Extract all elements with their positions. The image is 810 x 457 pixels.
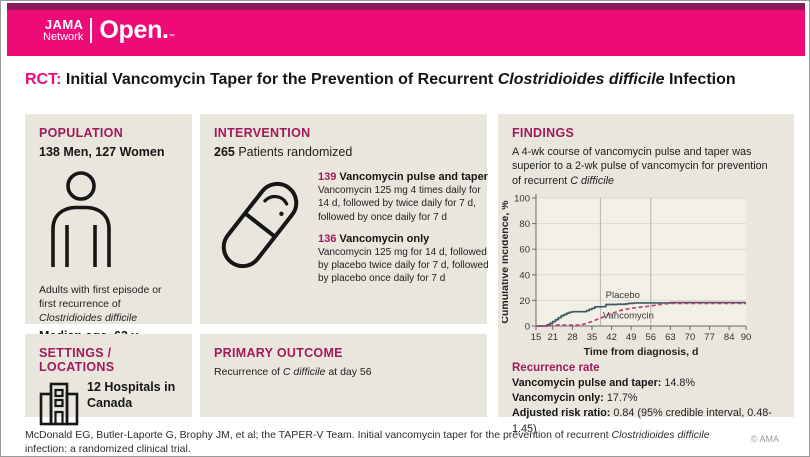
- recurrence-row-3-value: 0.84 (95% credible interval, 0.48-1.45): [512, 407, 772, 435]
- svg-text:Cumulative incidence, %: Cumulative incidence, %: [502, 200, 511, 324]
- settings-heading: SETTINGS / LOCATIONS: [39, 346, 115, 374]
- arm-1-header: 139 Vancomycin pulse and taper: [318, 171, 490, 183]
- svg-text:77: 77: [704, 332, 715, 343]
- population-stat: 138 Men, 127 Women: [39, 145, 165, 159]
- findings-heading: FINDINGS: [512, 126, 575, 140]
- findings-summary: A 4-wk course of vancomycin pulse and ta…: [512, 145, 774, 188]
- hospital-icon: [39, 380, 87, 431]
- svg-text:84: 84: [724, 332, 735, 343]
- arm-1-name: Vancomycin pulse and taper: [336, 171, 488, 183]
- recurrence-rate-block: Recurrence rate Vancomycin pulse and tap…: [512, 362, 780, 437]
- svg-text:28: 28: [567, 332, 578, 343]
- logo-trademark: ™: [168, 34, 175, 40]
- settings-text: 12 Hospitals in Canada: [87, 380, 176, 410]
- title-suffix: Infection: [664, 71, 736, 88]
- cumulative-incidence-chart: 0 20 40 60 80 100 15 21 28 35 42 49 56 63 70 77 84 90 Time…: [502, 193, 752, 358]
- svg-text:0: 0: [525, 321, 530, 332]
- arm-1-description: Vancomycin 125 mg 4 times daily for 14 d…: [318, 185, 481, 223]
- primary-outcome-heading: PRIMARY OUTCOME: [214, 346, 343, 360]
- arm-1-n: 139: [318, 171, 337, 183]
- recurrence-row-2: Vancomycin only: 17.7%: [512, 391, 780, 406]
- randomized-count-line: 265 Patients randomized: [214, 145, 473, 159]
- intervention-panel: INTERVENTION 265 Patients randomized: [200, 114, 489, 324]
- masthead-bar: JAMA Network Open.™: [7, 10, 805, 56]
- arm-pulse-taper: 139 Vancomycin pulse and taper Vancomyci…: [318, 171, 490, 224]
- title-rct-prefix: RCT:: [25, 71, 66, 88]
- svg-text:21: 21: [548, 332, 559, 343]
- page-title: RCT: Initial Vancomycin Taper for the Pr…: [25, 71, 736, 89]
- recurrence-row-1-label: Vancomycin pulse and taper:: [512, 376, 665, 389]
- arms-column: 139 Vancomycin pulse and taper Vancomyci…: [318, 171, 490, 295]
- population-note-text: Adults with first episode or first recur…: [39, 284, 162, 310]
- recurrence-row-1: Vancomycin pulse and taper: 14.8%: [512, 376, 780, 391]
- title-species-italic: Clostridioides difficile: [497, 71, 665, 88]
- population-panel: POPULATION 138 Men, 127 Women Adults wit…: [25, 114, 192, 343]
- citation: McDonald EG, Butler-Laporte G, Brophy JM…: [25, 428, 725, 456]
- primary-outcome-suffix: at day 56: [325, 366, 372, 378]
- intervention-heading: INTERVENTION: [214, 126, 311, 140]
- person-icon: [49, 171, 178, 274]
- population-note-italic: Clostridioides difficile: [39, 311, 138, 324]
- randomized-count-suffix: Patients randomized: [234, 145, 353, 159]
- masthead-top-strip: [7, 3, 805, 10]
- population-heading: POPULATION: [39, 126, 124, 140]
- citation-authors: McDonald EG, Butler-Laporte G, Brophy JM…: [25, 429, 612, 441]
- recurrence-row-3-label: Adjusted risk ratio:: [512, 407, 614, 420]
- svg-text:100: 100: [514, 193, 530, 204]
- recurrence-row-1-value: 14.8%: [664, 376, 696, 389]
- recurrence-row-2-label: Vancomycin only:: [512, 392, 607, 405]
- svg-text:49: 49: [626, 332, 637, 343]
- arm-2-header: 136 Vancomycin only: [318, 233, 490, 245]
- primary-outcome-italic: C difficile: [282, 366, 326, 378]
- intervention-row: 139 Vancomycin pulse and taper Vancomyci…: [214, 171, 489, 295]
- recurrence-heading: Recurrence rate: [512, 361, 600, 374]
- recurrence-row-2-value: 17.7%: [606, 392, 638, 405]
- recurrence-row-3: Adjusted risk ratio: 0.84 (95% credible …: [512, 406, 780, 437]
- findings-panel: FINDINGS A 4-wk course of vancomycin pul…: [498, 114, 794, 435]
- logo-open: Open.™: [92, 18, 174, 43]
- logo-jama: JAMA: [44, 17, 84, 33]
- pill-icon: [214, 171, 318, 295]
- svg-text:35: 35: [587, 332, 598, 343]
- arm-2-description: Vancomycin 125 mg for 14 d, followed by …: [318, 246, 489, 285]
- jama-network-open-logo: JAMA Network Open.™: [43, 18, 175, 43]
- svg-text:42: 42: [606, 332, 617, 343]
- findings-summary-text: A 4-wk course of vancomycin pulse and ta…: [512, 146, 768, 187]
- masthead: JAMA Network Open.™: [7, 3, 805, 56]
- findings-summary-italic: C difficile: [570, 174, 615, 187]
- title-main: Initial Vancomycin Taper for the Prevent…: [65, 71, 498, 88]
- settings-row: 12 Hospitals in Canada: [39, 380, 178, 431]
- logo-network: Network: [43, 30, 84, 43]
- citation-line-1: McDonald EG, Butler-Laporte G, Brophy JM…: [25, 428, 725, 456]
- randomized-count: 265: [214, 145, 235, 159]
- svg-text:Placebo: Placebo: [606, 290, 640, 301]
- svg-text:63: 63: [665, 332, 676, 343]
- logo-text-stack: JAMA Network: [43, 18, 90, 42]
- population-note: Adults with first episode or first recur…: [39, 284, 181, 326]
- primary-outcome-panel: PRIMARY OUTCOME Recurrence of C difficil…: [200, 334, 487, 417]
- logo-open-text: Open.: [99, 16, 169, 44]
- citation-line-1-suffix: infection: a randomized clinical trial.: [25, 443, 191, 456]
- svg-text:56: 56: [646, 332, 657, 343]
- primary-outcome-prefix: Recurrence of: [214, 366, 283, 378]
- svg-text:70: 70: [685, 332, 696, 343]
- svg-text:80: 80: [519, 219, 530, 230]
- citation-species-italic: Clostridioides difficile: [611, 429, 710, 441]
- copyright-ama: © AMA: [750, 434, 779, 444]
- svg-text:40: 40: [519, 270, 530, 281]
- svg-text:60: 60: [519, 244, 530, 255]
- settings-panel: SETTINGS / LOCATIONS 12 Hospitals in Can…: [25, 334, 192, 426]
- svg-text:Time from diagnosis, d: Time from diagnosis, d: [584, 346, 699, 358]
- arm-2-n: 136: [318, 232, 337, 245]
- svg-text:90: 90: [741, 332, 752, 343]
- arm-2-name: Vancomycin only: [336, 232, 430, 245]
- svg-text:15: 15: [531, 332, 542, 343]
- svg-text:20: 20: [519, 296, 530, 307]
- primary-outcome-text: Recurrence of C difficile at day 56: [214, 366, 473, 380]
- arm-vancomycin-only: 136 Vancomycin only Vancomycin 125 mg fo…: [318, 233, 490, 286]
- logo-divider: [90, 18, 93, 43]
- svg-text:Vancomycin: Vancomycin: [603, 310, 654, 321]
